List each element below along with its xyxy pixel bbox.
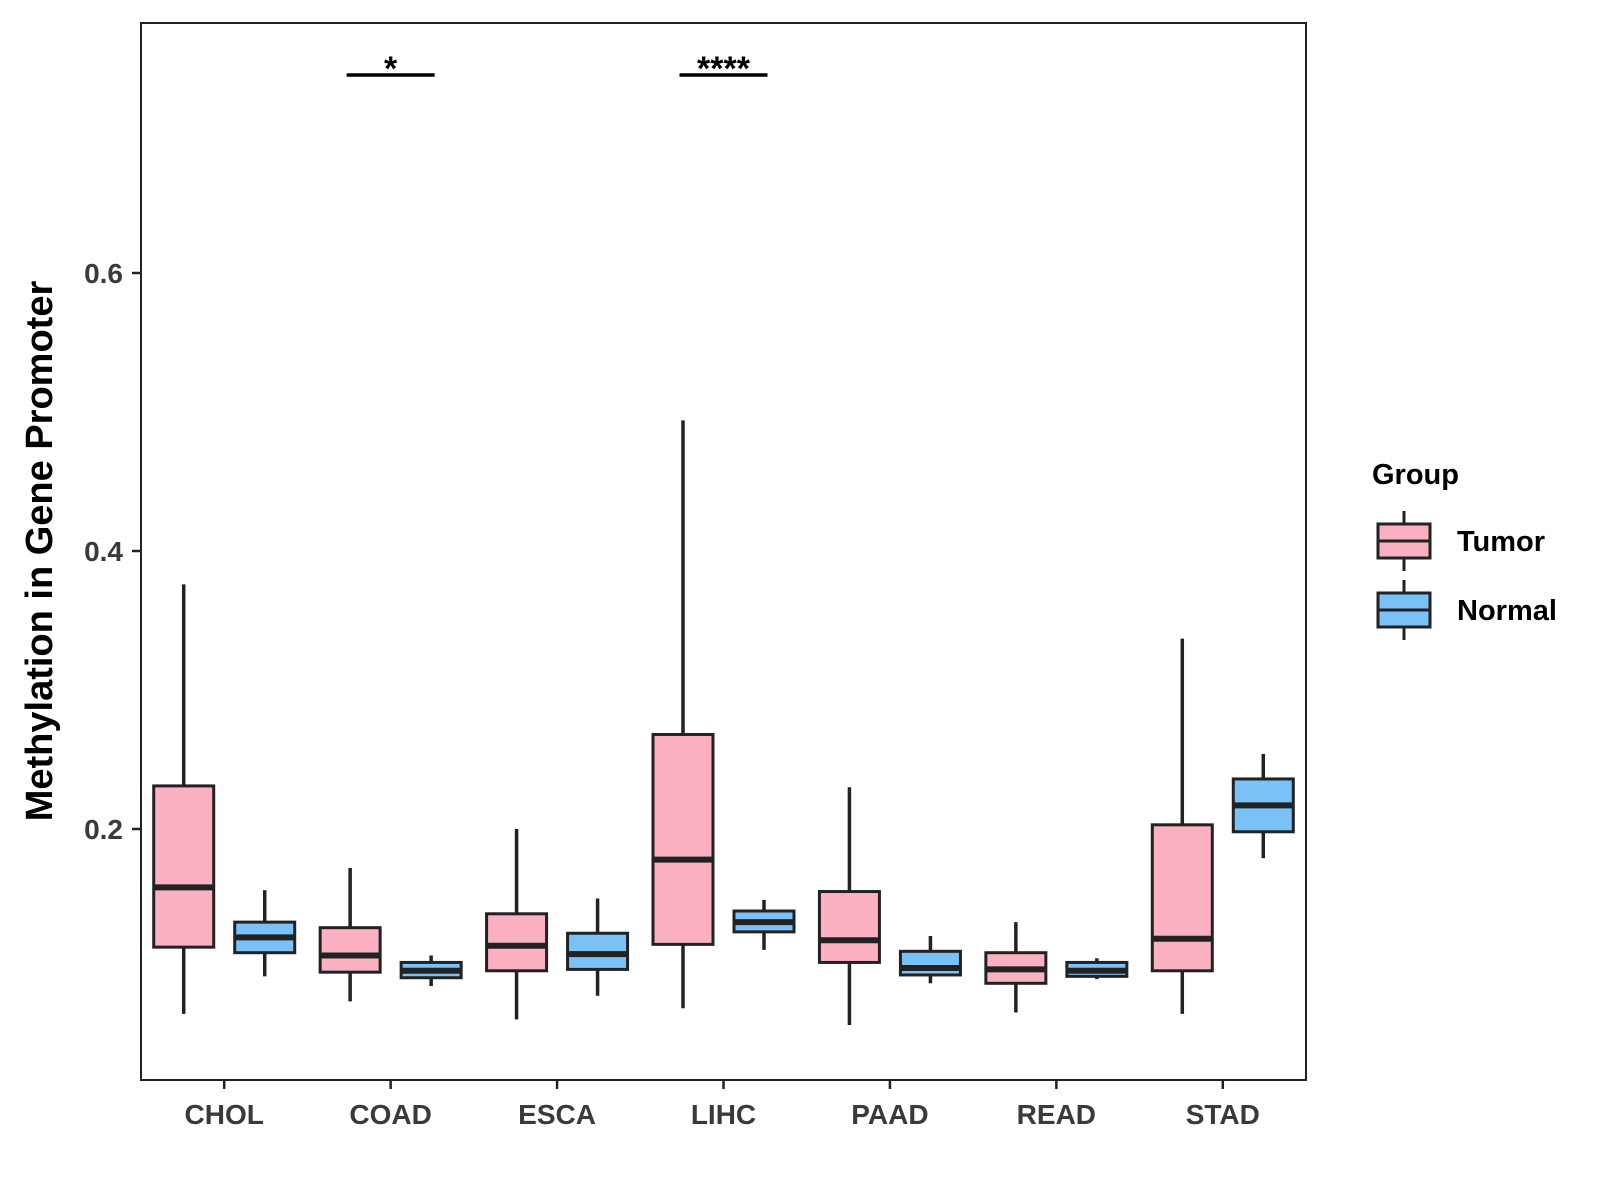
x-tick-label-paad: PAAD	[851, 1099, 928, 1130]
box-tumor-paad	[817, 787, 881, 1025]
box-normal-lihc	[732, 899, 796, 950]
x-axis: CHOL COAD ESCA LIHC PAAD READ STAD	[185, 1080, 1260, 1130]
box-body-tumor-paad	[817, 890, 881, 964]
box-normal-esca	[566, 898, 630, 996]
box-body-tumor-chol	[152, 784, 216, 949]
legend-key-tumor	[1376, 511, 1432, 571]
box-body-tumor-coad	[318, 926, 382, 974]
box-tumor-lihc	[651, 420, 715, 1009]
legend-title: Group	[1372, 459, 1459, 491]
legend-label-tumor: Tumor	[1457, 526, 1545, 558]
box-normal-coad	[399, 955, 463, 987]
y-axis: 0.2 0.4 0.6	[84, 258, 141, 845]
box-tumor-coad	[318, 867, 382, 1002]
x-tick-label-chol: CHOL	[185, 1099, 264, 1130]
x-tick-label-read: READ	[1017, 1099, 1096, 1130]
legend: Group Tumor Normal	[1372, 459, 1557, 640]
x-tick-label-lihc: LIHC	[691, 1099, 756, 1130]
box-tumor-chol	[152, 584, 216, 1014]
box-body-tumor-lihc	[651, 732, 715, 946]
significance-label-coad: *	[384, 50, 398, 88]
plot-marks	[152, 420, 1295, 1025]
box-tumor-read	[984, 922, 1048, 1013]
box-body-normal-paad	[898, 949, 962, 977]
x-tick-label-stad: STAD	[1186, 1099, 1260, 1130]
significance-label-lihc: ****	[697, 50, 751, 88]
y-tick-label-0.4: 0.4	[84, 536, 123, 567]
y-tick-label-0.2: 0.2	[84, 814, 123, 845]
legend-key-normal	[1376, 580, 1432, 640]
legend-label-normal: Normal	[1457, 595, 1557, 627]
box-normal-paad	[898, 936, 962, 984]
significance-annotations: * ****	[346, 50, 768, 88]
box-normal-chol	[233, 890, 297, 977]
legend-keys	[1376, 511, 1432, 640]
box-tumor-esca	[485, 829, 549, 1020]
box-normal-read	[1065, 958, 1129, 980]
box-tumor-stad	[1150, 638, 1214, 1014]
y-axis-title: Methylation in Gene Promoter	[19, 281, 61, 822]
x-tick-label-esca: ESCA	[518, 1099, 596, 1130]
box-body-tumor-stad	[1150, 823, 1214, 973]
x-tick-label-coad: COAD	[349, 1099, 431, 1130]
box-normal-stad	[1231, 753, 1295, 859]
box-body-tumor-esca	[485, 912, 549, 973]
y-tick-label-0.6: 0.6	[84, 258, 123, 289]
